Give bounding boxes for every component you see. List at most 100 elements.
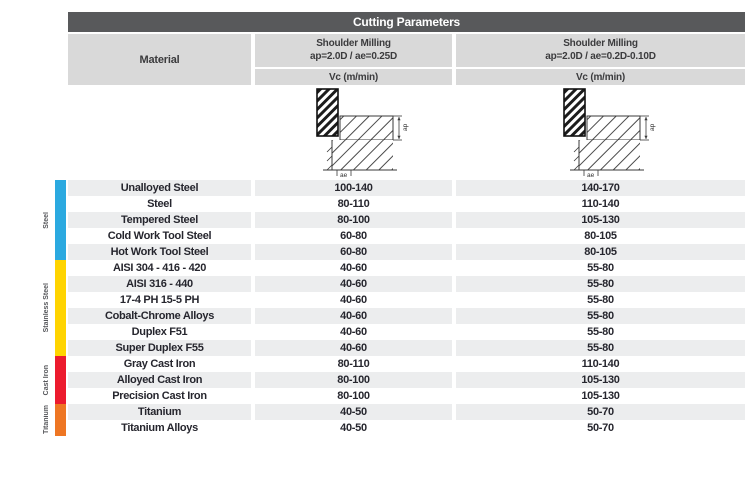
vc-value-col1: 100-140 xyxy=(255,180,452,196)
vc-value-col1: 40-50 xyxy=(255,404,452,420)
material-name: Duplex F51 xyxy=(68,324,251,340)
vc-value-col2: 55-80 xyxy=(456,340,745,356)
vc-value-col1: 80-110 xyxy=(255,196,452,212)
group-color-bar-cast-iron xyxy=(55,356,66,404)
material-group-titanium: Titanium Titanium 40-50 50-70 Titanium A… xyxy=(43,404,745,436)
material-name: Cold Work Tool Steel xyxy=(68,228,251,244)
material-name: AISI 304 - 416 - 420 xyxy=(68,260,251,276)
table-header: Material Shoulder Milling ap=2.0D / ae=0… xyxy=(68,34,745,85)
vc-value-col2: 110-140 xyxy=(456,356,745,372)
column2-header: Shoulder Milling ap=2.0D / ae=0.2D-0.10D xyxy=(456,34,745,67)
vc-value-col1: 40-60 xyxy=(255,260,452,276)
material-name: Precision Cast Iron xyxy=(68,388,251,404)
group-label-wrap: Steel xyxy=(40,180,53,260)
column1-params: ap=2.0D / ae=0.25D xyxy=(309,51,397,62)
vc-value-col2: 110-140 xyxy=(456,196,745,212)
material-name: Titanium Alloys xyxy=(68,420,251,436)
table-row: Gray Cast Iron 80-110 110-140 xyxy=(68,356,745,372)
workpiece-upper xyxy=(586,115,640,141)
material-name: Gray Cast Iron xyxy=(68,356,251,372)
group-color-bar-steel xyxy=(55,180,66,260)
table-row: 17-4 PH 15-5 PH 40-60 55-80 xyxy=(68,292,745,308)
vc-value-col1: 80-110 xyxy=(255,356,452,372)
table-row: Cobalt-Chrome Alloys 40-60 55-80 xyxy=(68,308,745,324)
material-name: 17-4 PH 15-5 PH xyxy=(68,292,251,308)
vc-value-col1: 80-100 xyxy=(255,372,452,388)
group-color-bar-stainless-steel xyxy=(55,260,66,356)
vc-value-col2: 55-80 xyxy=(456,292,745,308)
shoulder-milling-diagram: ap ae xyxy=(255,85,452,180)
milling-diagram-svg: ap ae xyxy=(315,88,409,179)
shoulder-milling-diagram: ap ae xyxy=(456,85,745,180)
vc-value-col2: 55-80 xyxy=(456,276,745,292)
vc-value-col2: 80-105 xyxy=(456,228,745,244)
group-color-bar-titanium xyxy=(55,404,66,436)
table-row: Steel 80-110 110-140 xyxy=(68,196,745,212)
vc-value-col1: 80-100 xyxy=(255,388,452,404)
table-row: AISI 304 - 416 - 420 40-60 55-80 xyxy=(68,260,745,276)
table-title: Cutting Parameters xyxy=(352,15,461,29)
group-label-wrap: Stainless Steel xyxy=(40,260,53,356)
column2-title: Shoulder Milling xyxy=(563,38,638,49)
diagram-row: ap ae ap xyxy=(68,85,745,180)
vc-value-col1: 40-60 xyxy=(255,340,452,356)
material-name: Hot Work Tool Steel xyxy=(68,244,251,260)
material-name: Super Duplex F55 xyxy=(68,340,251,356)
cutter-tool xyxy=(315,88,339,137)
column2-params: ap=2.0D / ae=0.2D-0.10D xyxy=(545,51,656,62)
table-row: Tempered Steel 80-100 105-130 xyxy=(68,212,745,228)
cutter-tool xyxy=(562,88,586,137)
ap-dimension-label: ap xyxy=(649,123,656,131)
group-label-wrap: Titanium xyxy=(40,404,53,436)
material-group-cast-iron: Cast Iron Gray Cast Iron 80-110 110-140 … xyxy=(43,356,745,404)
milling-diagram-svg: ap ae xyxy=(562,88,656,179)
group-label-wrap: Cast Iron xyxy=(40,356,53,404)
table-body: Steel Unalloyed Steel 100-140 140-170 St… xyxy=(43,180,745,436)
column1-header: Shoulder Milling ap=2.0D / ae=0.25D xyxy=(255,34,452,67)
material-name: Cobalt-Chrome Alloys xyxy=(68,308,251,324)
vc-value-col1: 40-60 xyxy=(255,308,452,324)
vc-value-col2: 140-170 xyxy=(456,180,745,196)
table-row: Titanium 40-50 50-70 xyxy=(68,404,745,420)
column1-title: Shoulder Milling xyxy=(316,38,391,49)
vc-value-col2: 105-130 xyxy=(456,388,745,404)
material-name: Tempered Steel xyxy=(68,212,251,228)
vc-value-col1: 80-100 xyxy=(255,212,452,228)
vc-value-col1: 40-60 xyxy=(255,292,452,308)
ae-dimension-label: ae xyxy=(340,172,348,179)
group-label-stainless-steel: Stainless Steel xyxy=(43,283,50,333)
workpiece-lower xyxy=(331,140,393,170)
material-name: Alloyed Cast Iron xyxy=(68,372,251,388)
material-name: Unalloyed Steel xyxy=(68,180,251,196)
vc-value-col2: 105-130 xyxy=(456,212,745,228)
vc-value-col2: 50-70 xyxy=(456,404,745,420)
vc-value-col2: 50-70 xyxy=(456,420,745,436)
vc-value-col1: 60-80 xyxy=(255,228,452,244)
table-row: Alloyed Cast Iron 80-100 105-130 xyxy=(68,372,745,388)
table-row: Titanium Alloys 40-50 50-70 xyxy=(68,420,745,436)
table-row: Cold Work Tool Steel 60-80 80-105 xyxy=(68,228,745,244)
material-group-stainless-steel: Stainless Steel AISI 304 - 416 - 420 40-… xyxy=(43,260,745,356)
table-row: Hot Work Tool Steel 60-80 80-105 xyxy=(68,244,745,260)
vc-value-col1: 40-50 xyxy=(255,420,452,436)
ae-dimension-label: ae xyxy=(587,172,595,179)
cutting-parameters-table: Cutting Parameters Material Shoulder Mil… xyxy=(43,12,745,436)
material-name: AISI 316 - 440 xyxy=(68,276,251,292)
material-group-steel: Steel Unalloyed Steel 100-140 140-170 St… xyxy=(43,180,745,260)
group-label-steel: Steel xyxy=(43,211,50,229)
table-row: Unalloyed Steel 100-140 140-170 xyxy=(68,180,745,196)
column2-unit: Vc (m/min) xyxy=(456,69,745,85)
material-name: Titanium xyxy=(68,404,251,420)
table-row: AISI 316 - 440 40-60 55-80 xyxy=(68,276,745,292)
material-column-header: Material xyxy=(68,34,251,85)
vc-value-col2: 55-80 xyxy=(456,260,745,276)
material-name: Steel xyxy=(68,196,251,212)
vc-value-col1: 40-60 xyxy=(255,324,452,340)
vc-value-col2: 55-80 xyxy=(456,324,745,340)
group-label-cast-iron: Cast Iron xyxy=(43,364,50,396)
table-row: Precision Cast Iron 80-100 105-130 xyxy=(68,388,745,404)
vc-value-col2: 80-105 xyxy=(456,244,745,260)
vc-value-col1: 60-80 xyxy=(255,244,452,260)
table-row: Super Duplex F55 40-60 55-80 xyxy=(68,340,745,356)
workpiece-upper xyxy=(339,115,393,141)
